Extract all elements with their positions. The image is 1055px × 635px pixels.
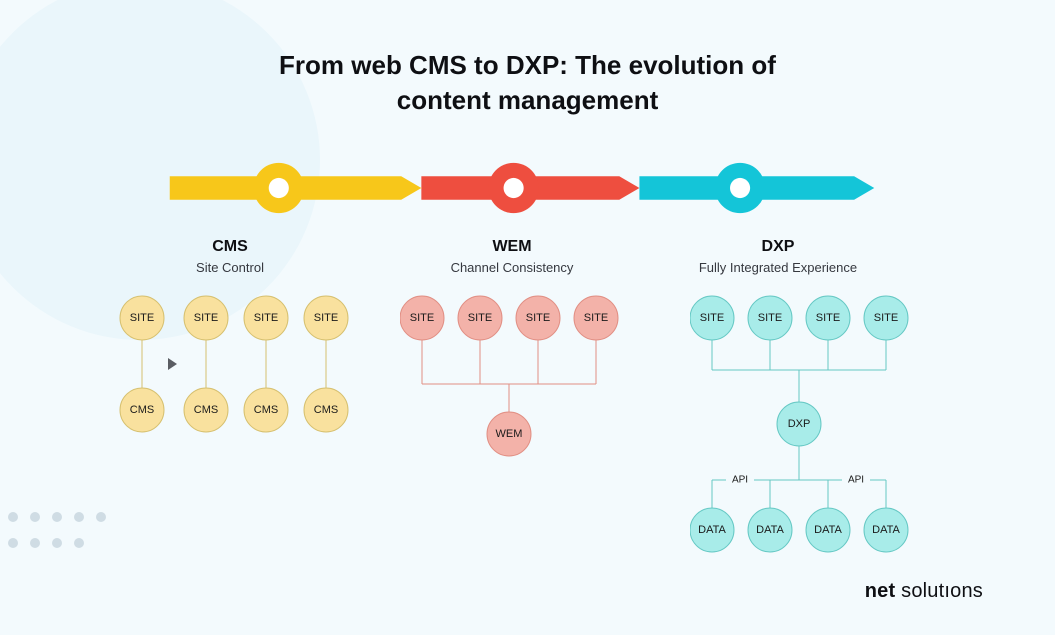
- node-label: SITE: [526, 312, 550, 324]
- node-label: SITE: [816, 312, 840, 324]
- node-label: DATA: [756, 524, 784, 536]
- title-line-2: content management: [397, 85, 659, 115]
- timeline-marker-inner: [730, 178, 750, 198]
- page-title: From web CMS to DXP: The evolution of co…: [0, 48, 1055, 118]
- node-label: API: [848, 475, 864, 486]
- node-label: SITE: [194, 312, 218, 324]
- brand-part-a: net: [865, 580, 896, 602]
- timeline-arrow: [102, 162, 942, 214]
- decorative-dots-row-2: [8, 538, 84, 548]
- node-label: CMS: [314, 404, 338, 416]
- section-header: WEM Channel Consistency: [382, 238, 642, 275]
- brand-part-d: ons: [950, 580, 983, 602]
- timeline-marker-inner: [269, 178, 289, 198]
- section-title: WEM: [382, 238, 642, 256]
- timeline-marker-inner: [504, 178, 524, 198]
- brand-part-b: solut: [895, 580, 944, 602]
- node-label: SITE: [254, 312, 278, 324]
- node-label: API: [732, 475, 748, 486]
- section-diagram: SITE SITE SITE SITE CMS CMS CMS CMS: [118, 294, 358, 444]
- node-label: DATA: [872, 524, 900, 536]
- node-label: DATA: [814, 524, 842, 536]
- title-line-1: From web CMS to DXP: The evolution of: [279, 50, 776, 80]
- section-subtitle: Site Control: [100, 260, 360, 275]
- section-diagram: API API SITE SITE SITE SITE DXP DATA DATA DATA DAT…: [690, 294, 920, 556]
- node-label: SITE: [410, 312, 434, 324]
- node-label: CMS: [194, 404, 218, 416]
- section-subtitle: Channel Consistency: [382, 260, 642, 275]
- section-header: CMS Site Control: [100, 238, 360, 275]
- node-label: CMS: [130, 404, 154, 416]
- node-label: SITE: [874, 312, 898, 324]
- node-label: DATA: [698, 524, 726, 536]
- node-label: SITE: [700, 312, 724, 324]
- node-label: WEM: [496, 428, 523, 440]
- node-label: SITE: [758, 312, 782, 324]
- section-header: DXP Fully Integrated Experience: [648, 238, 908, 275]
- node-label: SITE: [468, 312, 492, 324]
- section-diagram: SITE SITE SITE SITE WEM: [400, 294, 630, 474]
- section-title: CMS: [100, 238, 360, 256]
- node-label: CMS: [254, 404, 278, 416]
- node-label: SITE: [314, 312, 338, 324]
- decorative-dots-row-1: [8, 512, 106, 522]
- section-subtitle: Fully Integrated Experience: [648, 260, 908, 275]
- node-label: DXP: [788, 418, 811, 430]
- node-label: SITE: [584, 312, 608, 324]
- brand-logo: net solutıons: [865, 580, 983, 603]
- node-label: SITE: [130, 312, 154, 324]
- section-title: DXP: [648, 238, 908, 256]
- play-icon: [168, 358, 177, 370]
